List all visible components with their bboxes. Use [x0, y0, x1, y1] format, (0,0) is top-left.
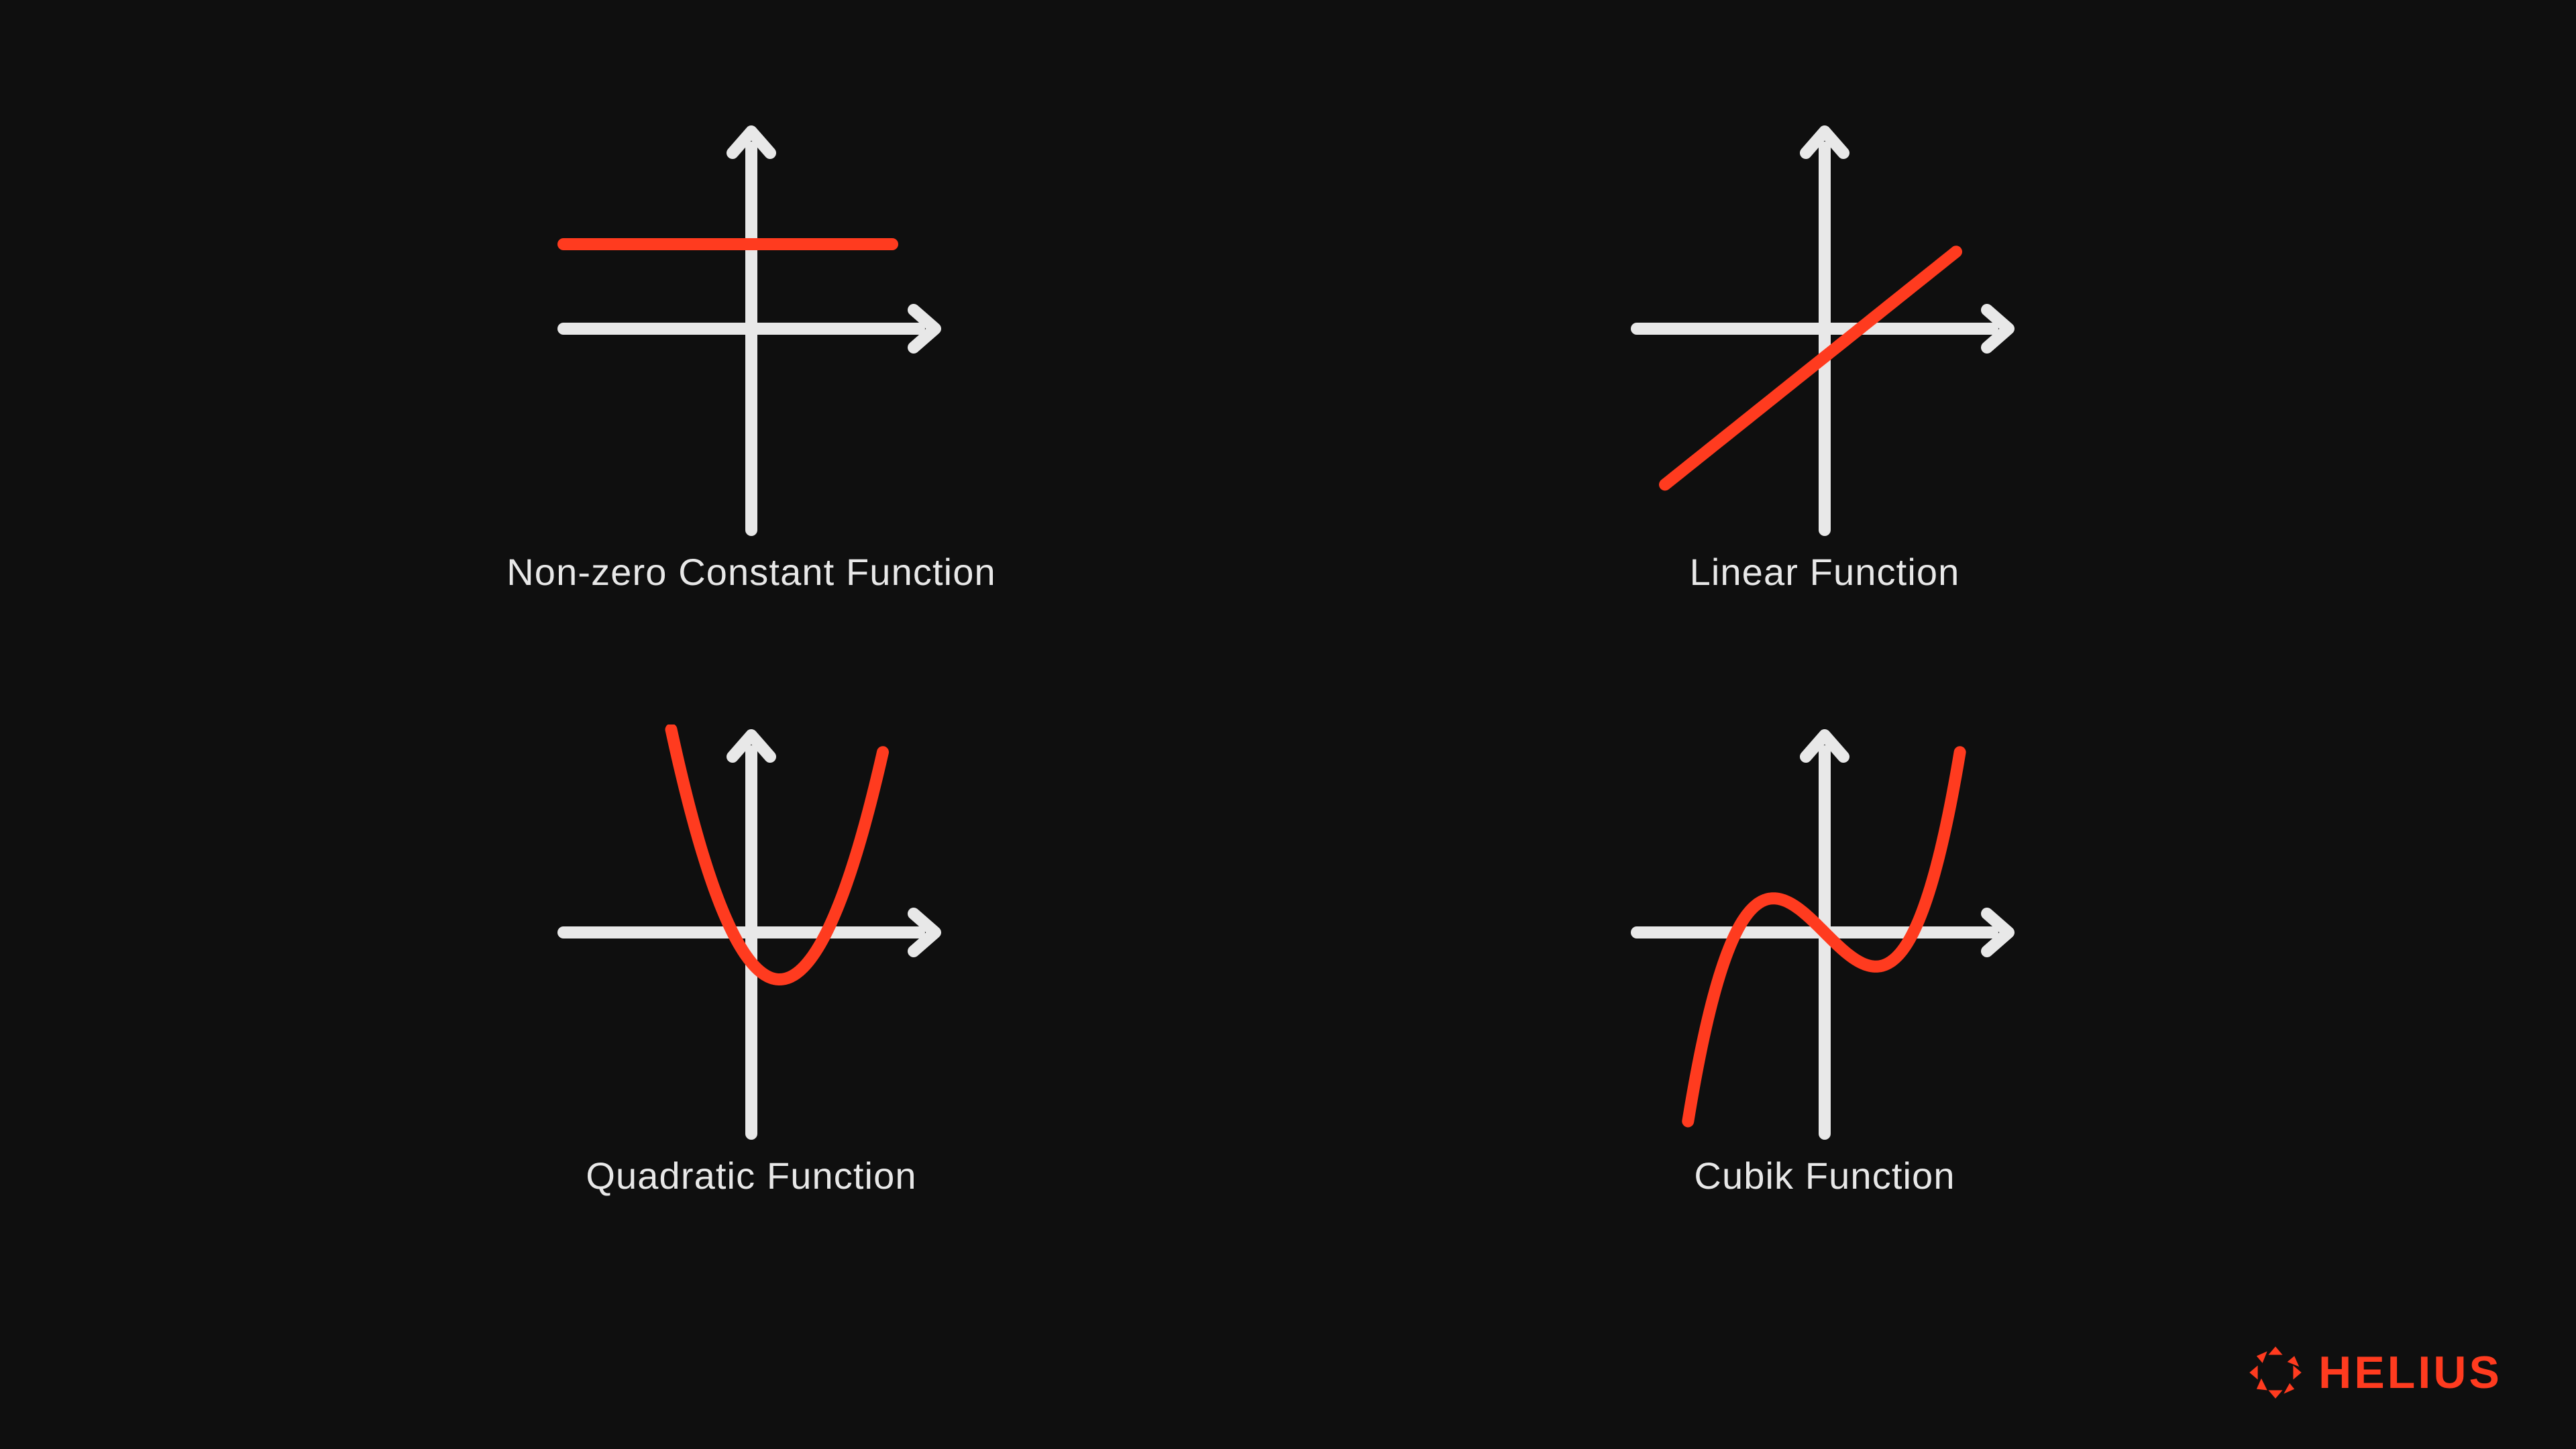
label-linear: Linear Function	[1690, 550, 1960, 594]
label-cubic: Cubik Function	[1694, 1154, 1955, 1197]
cell-constant: Non-zero Constant Function	[349, 121, 1154, 671]
chart-cubic	[1617, 724, 2033, 1140]
brand-logo: HELIUS	[2246, 1343, 2502, 1402]
cell-cubic: Cubik Function	[1422, 724, 2227, 1275]
chart-linear	[1617, 121, 2033, 537]
label-constant: Non-zero Constant Function	[506, 550, 996, 594]
cell-quadratic: Quadratic Function	[349, 724, 1154, 1275]
brand-name: HELIUS	[2318, 1346, 2502, 1399]
chart-quadratic	[543, 724, 959, 1140]
chart-constant	[543, 121, 959, 537]
cell-linear: Linear Function	[1422, 121, 2227, 671]
chart-grid: Non-zero Constant Function Linear Functi…	[0, 0, 2576, 1449]
label-quadratic: Quadratic Function	[586, 1154, 916, 1197]
logo-icon	[2246, 1343, 2305, 1402]
